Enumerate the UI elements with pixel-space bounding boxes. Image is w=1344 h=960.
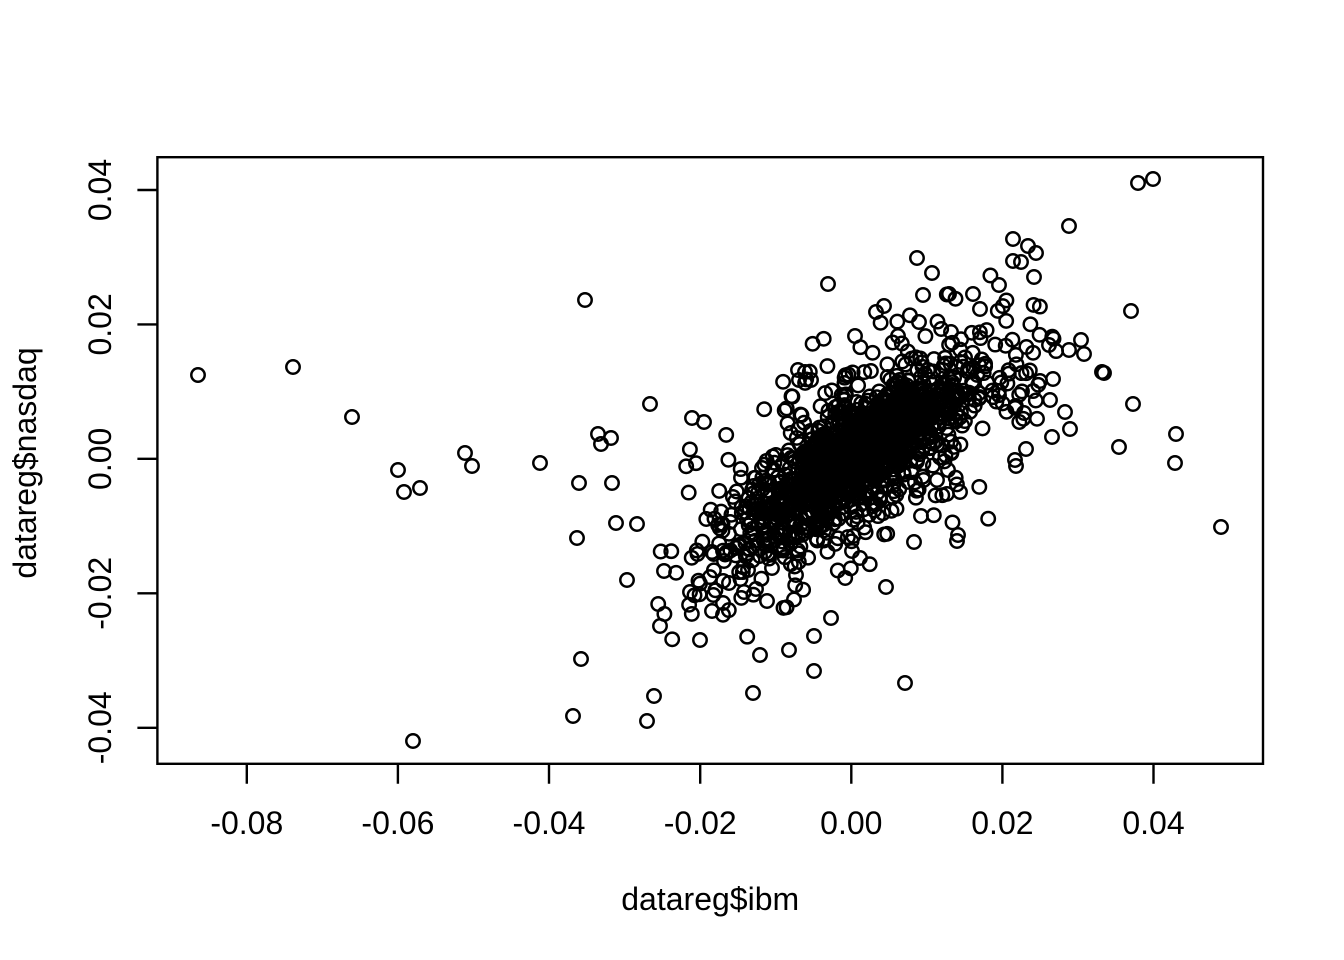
svg-text:-0.06: -0.06 <box>361 805 434 841</box>
svg-text:-0.02: -0.02 <box>82 557 118 630</box>
svg-text:0.02: 0.02 <box>82 293 118 355</box>
svg-text:datareg$nasdaq: datareg$nasdaq <box>7 347 43 578</box>
svg-text:0.02: 0.02 <box>971 805 1033 841</box>
svg-text:-0.04: -0.04 <box>82 691 118 764</box>
svg-text:0.04: 0.04 <box>1122 805 1184 841</box>
svg-text:-0.08: -0.08 <box>210 805 283 841</box>
svg-text:0.04: 0.04 <box>82 159 118 221</box>
svg-text:-0.02: -0.02 <box>664 805 737 841</box>
svg-text:0.00: 0.00 <box>820 805 882 841</box>
svg-text:0.00: 0.00 <box>82 428 118 490</box>
svg-text:-0.04: -0.04 <box>513 805 586 841</box>
svg-text:datareg$ibm: datareg$ibm <box>621 881 799 917</box>
